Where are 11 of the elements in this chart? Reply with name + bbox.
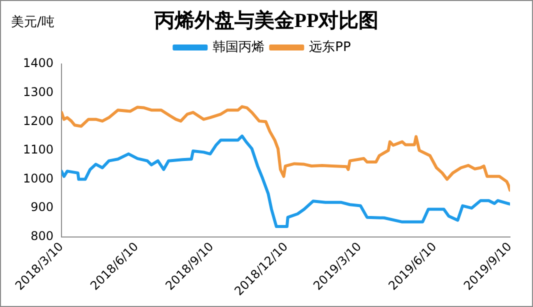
y-axis-title: 美元/吨 <box>11 14 54 31</box>
y-tick-label: 1400 <box>22 56 54 70</box>
y-tick-label: 800 <box>30 229 54 244</box>
chart-title: 丙烯外盘与美金PP对比图 <box>154 10 379 32</box>
y-tick-label: 900 <box>30 200 54 214</box>
y-tick-label: 1100 <box>22 142 54 157</box>
legend-label: 远东PP <box>309 40 351 55</box>
legend-label: 韩国丙烯 <box>212 40 265 55</box>
y-tick-label: 1200 <box>22 114 54 128</box>
y-tick-label: 1000 <box>22 171 54 186</box>
y-tick-label: 1300 <box>22 84 54 99</box>
